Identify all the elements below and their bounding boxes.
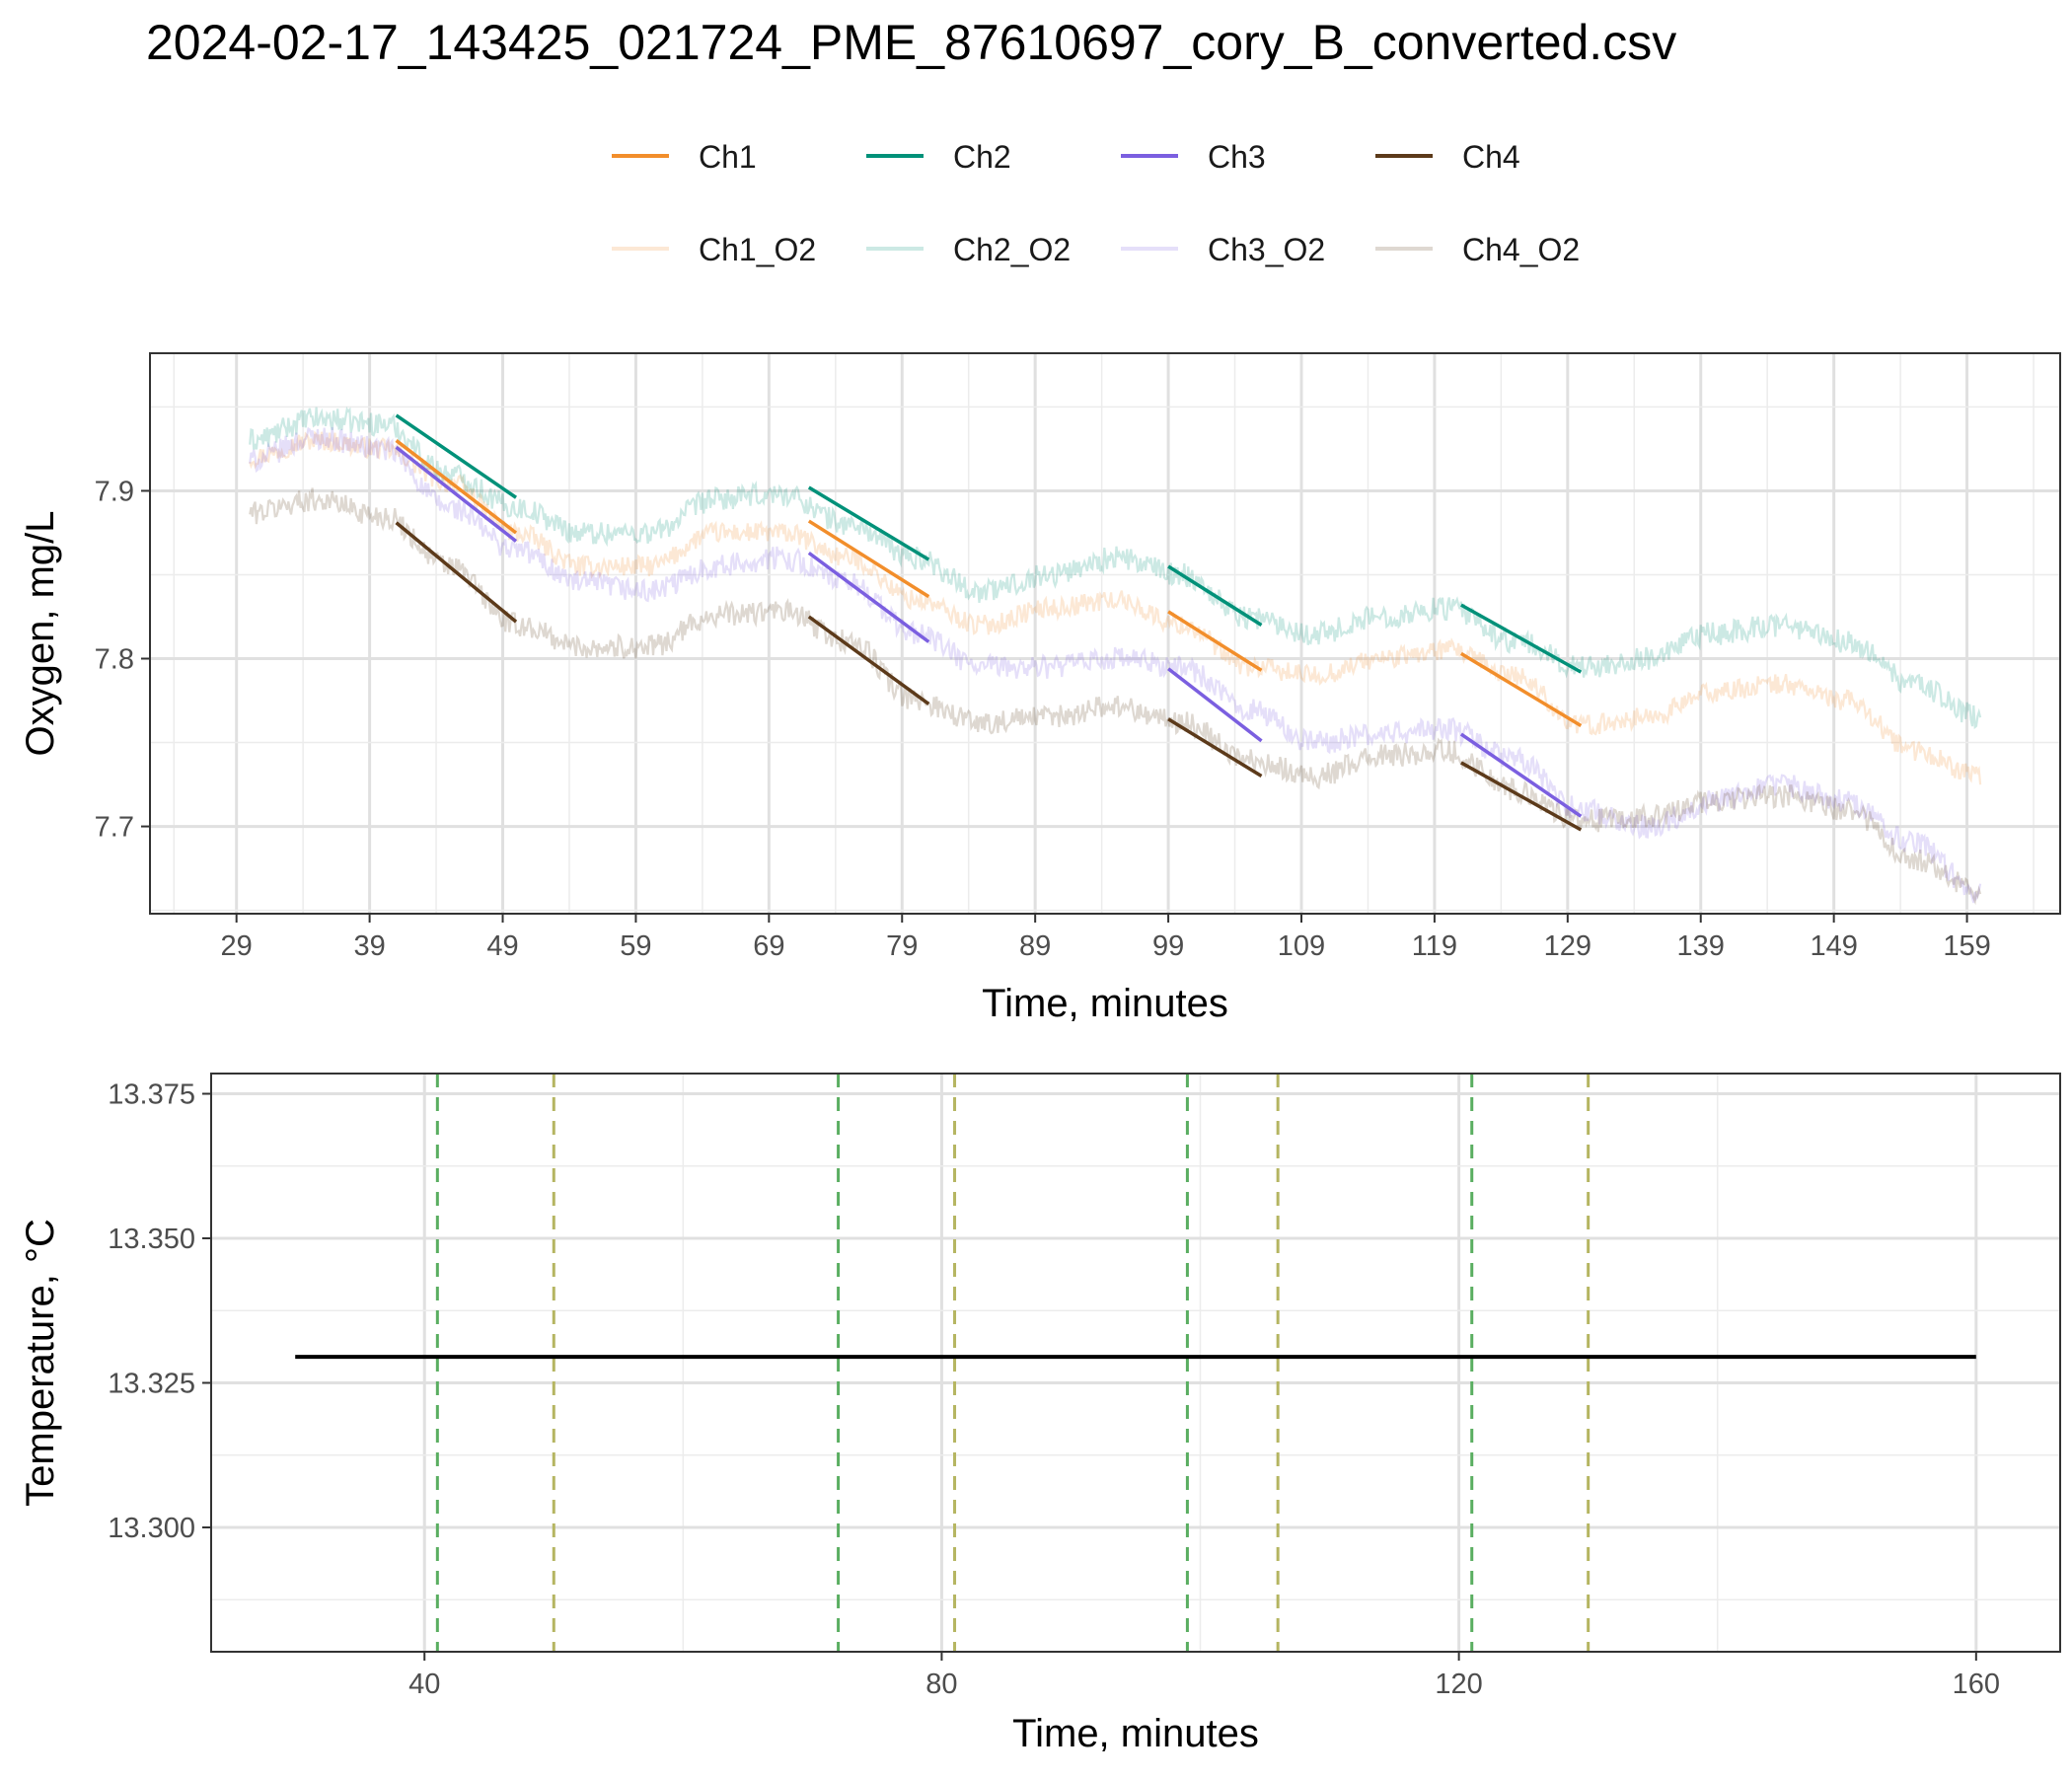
fit-line-ch1-4	[1459, 651, 1583, 728]
fit-line-ch1-2	[807, 519, 930, 599]
temperature-plot-background	[211, 1074, 2060, 1652]
temperature-y-axis: 13.300 13.325 13.350 13.375	[108, 1079, 211, 1544]
oxygen-x-tick-label: 109	[1278, 930, 1325, 962]
temperature-y-tick-label: 13.350	[108, 1224, 195, 1255]
temperature-x-tick-label: 80	[925, 1669, 957, 1700]
legend-label-ch4-o2: Ch4_O2	[1462, 232, 1580, 267]
legend-label-ch3-o2: Ch3_O2	[1208, 232, 1325, 267]
oxygen-x-tick-label: 89	[1019, 930, 1051, 962]
legend-label-ch2: Ch2	[953, 139, 1011, 175]
fit-line-ch3-1	[395, 445, 518, 543]
oxygen-x-tick-label: 79	[886, 930, 918, 962]
fit-line-ch4-2	[807, 615, 930, 705]
oxygen-y-tick-label: 7.8	[95, 644, 134, 676]
oxygen-x-axis-title: Time, minutes	[982, 982, 1228, 1025]
temperature-x-tick-label: 40	[408, 1669, 440, 1700]
legend-label-ch4: Ch4	[1462, 139, 1520, 175]
temperature-y-axis-title: Temperature, °C	[19, 1219, 62, 1507]
fit-line-ch2-3	[1167, 564, 1263, 627]
temperature-panel: 40 80 120 160 13.300 13.325 13.350 13.375 Time…	[19, 1073, 2061, 1755]
oxygen-y-tick-label: 7.7	[95, 812, 134, 844]
oxygen-grid	[150, 353, 2060, 914]
raw-series-ch3-o2	[249, 426, 1982, 904]
fit-line-ch2-2	[807, 485, 930, 561]
chart-title: 2024-02-17_143425_021724_PME_87610697_co…	[146, 15, 1676, 70]
temperature-y-tick-label: 13.375	[108, 1079, 195, 1111]
fit-line-ch2-4	[1460, 603, 1583, 674]
fit-line-ch3-3	[1167, 667, 1263, 743]
oxygen-x-tick-label: 139	[1677, 930, 1725, 962]
temperature-y-tick-label: 13.325	[108, 1369, 195, 1400]
fit-line-ch1-3	[1167, 610, 1263, 672]
fit-line-ch4-4	[1460, 761, 1583, 832]
oxygen-x-tick-label: 129	[1544, 930, 1591, 962]
oxygen-x-axis: 29 39 49 59 69 79 89 99 109 119 129 139 149 159	[221, 914, 1991, 962]
oxygen-x-tick-label: 59	[620, 930, 651, 962]
oxygen-raw-series	[249, 406, 1982, 906]
oxygen-x-tick-label: 69	[753, 930, 784, 962]
legend: Ch1 Ch2 Ch3 Ch4 Ch1_O2 Ch2_O2 Ch3_O2 Ch4_O2	[612, 139, 1580, 267]
legend-label-ch1-o2: Ch1_O2	[699, 232, 816, 267]
legend-label-ch3: Ch3	[1208, 139, 1266, 175]
raw-series-ch4-o2	[249, 487, 1982, 906]
fit-line-ch2-1	[395, 413, 518, 499]
oxygen-y-tick-label: 7.9	[95, 476, 134, 507]
oxygen-panel: 29 39 49 59 69 79 89 99 109 119 129 139 149 159 7.77.…	[19, 352, 2061, 1025]
legend-label-ch2-o2: Ch2_O2	[953, 232, 1071, 267]
oxygen-x-tick-label: 39	[353, 930, 385, 962]
oxygen-y-axis: 7.7 7.8 7.9	[95, 476, 150, 844]
oxygen-panel-border	[149, 352, 2061, 915]
oxygen-x-tick-label: 149	[1810, 930, 1857, 962]
oxygen-x-tick-label: 119	[1412, 930, 1457, 962]
temperature-grid	[211, 1074, 2060, 1652]
oxygen-plot-background	[150, 353, 2060, 914]
fit-line-ch1-1	[395, 439, 518, 535]
temperature-panel-border	[210, 1073, 2061, 1653]
temperature-vlines	[435, 1074, 1591, 1652]
oxygen-fit-lines	[395, 413, 1583, 832]
oxygen-x-tick-label: 99	[1152, 930, 1184, 962]
temperature-y-tick-label: 13.300	[108, 1513, 195, 1544]
fit-line-ch4-3	[1167, 717, 1263, 779]
legend-label-ch1: Ch1	[699, 139, 757, 175]
temperature-x-tick-label: 120	[1435, 1669, 1482, 1700]
fit-line-ch3-2	[807, 551, 930, 643]
raw-series-ch1-o2	[249, 430, 1982, 785]
temperature-x-axis-title: Time, minutes	[1012, 1712, 1259, 1755]
temperature-x-tick-label: 160	[1953, 1669, 2000, 1700]
oxygen-x-tick-label: 159	[1943, 930, 1990, 962]
oxygen-x-tick-label: 49	[486, 930, 518, 962]
raw-series-ch2-o2	[249, 406, 1982, 730]
fit-line-ch4-1	[395, 521, 518, 624]
oxygen-y-axis-title: Oxygen, mg/L	[19, 510, 62, 756]
temperature-x-axis: 40 80 120 160	[408, 1652, 2000, 1700]
oxygen-x-tick-label: 29	[221, 930, 253, 962]
fit-line-ch3-4	[1459, 732, 1583, 818]
